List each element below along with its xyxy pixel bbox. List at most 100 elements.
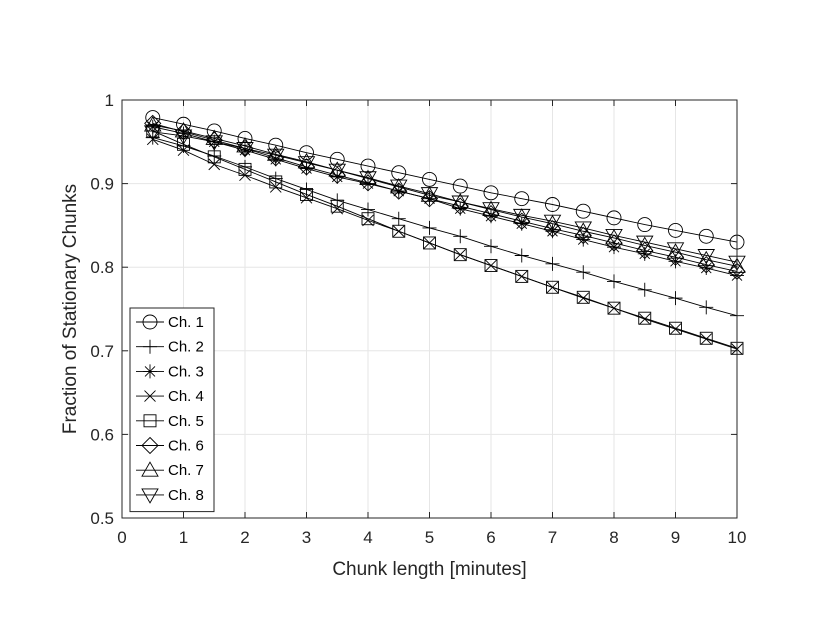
data-point	[177, 137, 190, 151]
data-point	[574, 222, 593, 238]
data-point	[484, 259, 498, 272]
data-point	[359, 169, 377, 186]
legend-label: Ch. 8	[168, 487, 204, 504]
tick-labels: 0 1 2 3 4 5 6 7 8 9 10 0.5 0.6 0.7 0.8 0.9 1	[90, 91, 746, 547]
data-point	[669, 321, 682, 335]
data-point	[514, 191, 530, 207]
data-point	[607, 240, 621, 255]
data-point	[607, 301, 621, 315]
data-point	[697, 249, 716, 265]
data-point	[420, 187, 439, 203]
data-point	[328, 163, 347, 180]
x-tick-label: 10	[728, 528, 747, 547]
x-tick-label: 1	[179, 528, 188, 547]
data-point	[574, 221, 593, 237]
legend-entry: Ch. 2	[136, 339, 204, 356]
data-point	[207, 149, 222, 164]
x-tick-label: 8	[609, 528, 618, 547]
data-point	[238, 162, 252, 176]
legend-marker	[141, 461, 159, 477]
legend-label: Ch. 1	[168, 314, 204, 331]
data-point	[545, 256, 560, 271]
data-point	[668, 222, 683, 238]
data-point	[698, 228, 714, 244]
data-point	[330, 169, 345, 184]
data-point	[576, 232, 591, 247]
data-point	[238, 159, 252, 174]
legend-marker	[143, 414, 157, 428]
x-tick-label: 7	[548, 528, 557, 547]
data-point	[543, 214, 562, 231]
data-point	[669, 323, 682, 335]
data-point	[697, 250, 716, 267]
y-tick-label: 0.6	[90, 425, 114, 444]
data-point	[482, 200, 500, 216]
data-point	[174, 123, 193, 141]
data-point	[543, 220, 562, 238]
data-point	[266, 148, 285, 165]
y-tick-label: 0.9	[90, 175, 114, 194]
legend-label: Ch. 6	[168, 438, 204, 455]
data-point	[700, 333, 713, 345]
data-point	[143, 116, 162, 132]
data-point	[300, 191, 313, 204]
data-point	[389, 178, 408, 194]
legend-label: Ch. 4	[168, 388, 204, 405]
data-point	[328, 166, 346, 184]
data-point	[176, 126, 191, 141]
legend-marker	[141, 436, 159, 455]
data-point	[362, 214, 374, 227]
y-axis-label: Fraction of Stationary Chunks	[60, 184, 81, 434]
legend-marker	[143, 364, 157, 379]
data-point	[453, 201, 468, 216]
data-point	[299, 161, 314, 176]
legend-label: Ch. 7	[168, 462, 204, 479]
data-point	[638, 313, 651, 325]
data-point	[360, 158, 376, 174]
legend-entry: Ch. 6	[136, 436, 204, 455]
data-point	[637, 246, 652, 261]
y-tick-label: 0.5	[90, 509, 114, 528]
x-tick-label: 3	[302, 528, 311, 547]
data-point	[606, 210, 622, 226]
x-tick-label: 9	[671, 528, 680, 547]
data-point	[453, 229, 468, 244]
data-point	[205, 135, 224, 151]
series-5	[146, 124, 744, 355]
data-point	[359, 171, 377, 187]
plot-frame	[121, 99, 738, 519]
data-point	[205, 129, 224, 145]
data-point	[576, 265, 591, 280]
data-point	[238, 143, 252, 158]
data-point	[666, 248, 685, 266]
data-point	[453, 248, 467, 262]
data-point	[638, 311, 652, 325]
legend-marker	[141, 488, 159, 504]
data-point	[422, 220, 437, 235]
data-point	[143, 125, 162, 141]
data-point	[515, 269, 529, 283]
data-point	[208, 158, 221, 171]
legend-marker	[142, 314, 158, 330]
data-point	[330, 199, 344, 213]
data-point	[607, 274, 621, 289]
data-point	[268, 152, 283, 167]
legend: Ch. 1 Ch. 2 Ch. 3 Ch. 4 Ch. 5 Ch. 6 Ch. 7 Ch. 8	[129, 307, 215, 513]
data-point	[576, 290, 590, 304]
data-point	[392, 224, 406, 238]
data-point	[266, 145, 285, 161]
legend-entry: Ch. 8	[136, 487, 204, 504]
data-point	[297, 152, 316, 169]
data-point	[545, 197, 560, 212]
data-point	[300, 188, 313, 201]
legend-label: Ch. 2	[168, 339, 204, 356]
series-8	[143, 125, 746, 272]
data-point	[575, 203, 591, 219]
data-point	[361, 176, 375, 191]
data-point	[297, 156, 316, 172]
data-point	[389, 179, 408, 196]
legend-marker	[143, 339, 157, 354]
data-point	[269, 175, 283, 189]
data-point	[635, 236, 654, 252]
data-point	[666, 242, 685, 258]
